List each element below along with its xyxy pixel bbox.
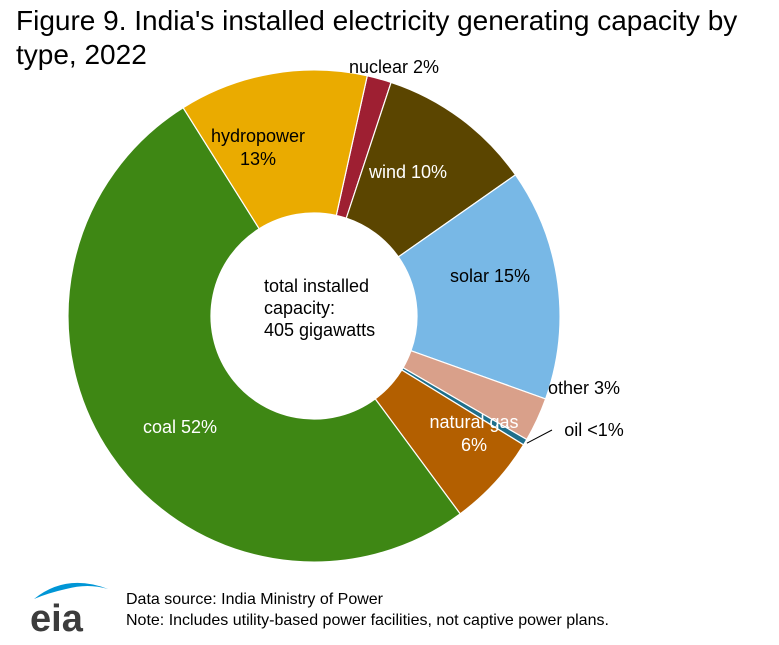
label-solar: solar 15% bbox=[450, 266, 530, 286]
slice-solar bbox=[397, 173, 561, 400]
slices-group bbox=[67, 69, 561, 563]
footer: eia Data source: India Ministry of Power… bbox=[26, 575, 766, 637]
slice-labels: nuclear 2% wind 10% solar 15% other 3% oil <… bbox=[143, 57, 624, 455]
eia-logo-swoosh bbox=[34, 582, 108, 599]
label-natural-gas: natural gas 6% bbox=[429, 412, 518, 455]
label-hydropower: hydropower 13% bbox=[211, 126, 305, 169]
slice-wind bbox=[345, 81, 517, 258]
label-nuclear: nuclear 2% bbox=[349, 57, 439, 77]
eia-logo: eia bbox=[30, 582, 108, 637]
label-coal: coal 52% bbox=[143, 417, 217, 437]
chart-title: Figure 9. India's installed electricity … bbox=[16, 5, 738, 70]
center-label: total installed capacity: 405 gigawatts bbox=[264, 276, 375, 340]
label-other: other 3% bbox=[548, 378, 620, 398]
label-oil: oil <1% bbox=[564, 420, 624, 440]
center-total-label: total installed capacity: 405 gigawatts bbox=[264, 276, 375, 340]
slice-hydropower bbox=[182, 69, 368, 230]
data-source: Data source: India Ministry of Power bbox=[126, 591, 383, 608]
leader-oil bbox=[526, 429, 553, 444]
label-wind: wind 10% bbox=[368, 162, 447, 182]
eia-logo-text: eia bbox=[30, 598, 84, 637]
leader-lines bbox=[526, 429, 553, 444]
chart-note: Note: Includes utility-based power facil… bbox=[126, 612, 609, 629]
donut-chart: nuclear 2% wind 10% solar 15% other 3% oil <… bbox=[67, 57, 624, 563]
slice-coal bbox=[67, 106, 462, 563]
